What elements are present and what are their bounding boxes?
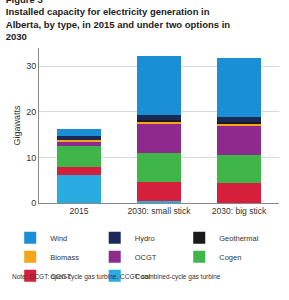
svg-text:Biomass: Biomass — [50, 253, 79, 262]
svg-text:2030: big stick: 2030: big stick — [212, 206, 267, 216]
svg-text:Note: OCGT: open-cycle gas tur: Note: OCGT: open-cycle gas turbine. CCGT… — [12, 273, 221, 281]
svg-text:Figure 3Installed capacity for: Figure 3Installed capacity for electrici… — [6, 0, 231, 42]
svg-text:30: 30 — [26, 61, 36, 71]
svg-text:Geothermal: Geothermal — [219, 234, 259, 243]
svg-text:20: 20 — [26, 107, 36, 117]
svg-text:Cogen: Cogen — [219, 253, 241, 262]
svg-text:Coal: Coal — [135, 272, 151, 281]
svg-text:2030: small stick: 2030: small stick — [128, 206, 192, 216]
svg-text:2015: 2015 — [70, 206, 89, 216]
svg-text:Wind: Wind — [50, 234, 67, 243]
svg-text:10: 10 — [26, 153, 36, 163]
svg-text:OCGT: OCGT — [135, 253, 157, 262]
svg-text:0: 0 — [31, 198, 36, 208]
svg-text:Hydro: Hydro — [135, 234, 155, 243]
svg-text:Gigawatts: Gigawatts — [12, 105, 22, 146]
svg-text:CCGT: CCGT — [50, 272, 72, 281]
